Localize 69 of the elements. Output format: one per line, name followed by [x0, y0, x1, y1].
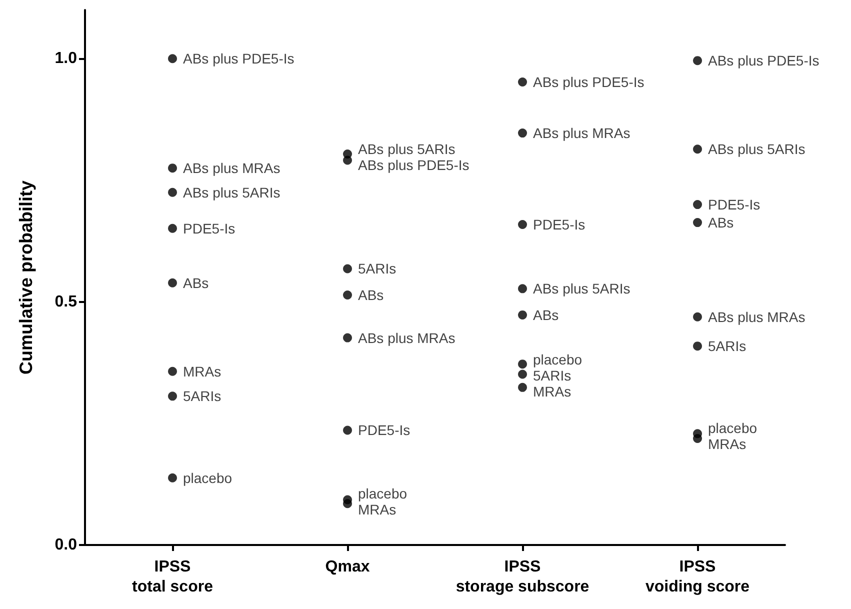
point — [518, 370, 527, 379]
point — [343, 290, 352, 300]
text: 5ARIs — [708, 338, 746, 354]
point — [168, 164, 177, 173]
text: 5ARIs — [533, 367, 572, 384]
text: ABs plus 5ARIs — [708, 141, 806, 158]
text: ABs plus MRAs — [708, 308, 806, 325]
point — [518, 77, 527, 86]
text: MRAs — [358, 502, 396, 518]
text: ABs plus PDE5-Is — [533, 74, 644, 90]
y-tick-label: 0.0 — [54, 536, 78, 554]
text: PDE5-Is — [533, 216, 586, 232]
series-label: ABs — [183, 274, 209, 291]
text: placebo — [533, 351, 582, 368]
point — [518, 310, 527, 320]
point — [518, 382, 527, 392]
text: 5ARIs — [358, 260, 396, 277]
point — [343, 149, 352, 158]
point — [693, 342, 702, 351]
series-label: PDE5-Is — [183, 220, 236, 236]
text: ABs plus 5ARIs — [533, 280, 630, 297]
text: placebo — [358, 486, 408, 502]
text: PDE5-Is — [358, 422, 410, 438]
series-label: MRAs — [183, 363, 222, 380]
point — [693, 200, 702, 210]
point — [168, 54, 177, 64]
point — [518, 284, 527, 294]
point — [343, 426, 352, 435]
text: MRAs — [708, 436, 746, 452]
series-label: ABs plus PDE5-Is — [183, 50, 294, 67]
text: ABs plus PDE5-Is — [358, 157, 470, 174]
point — [518, 128, 527, 138]
point — [343, 264, 352, 274]
point — [168, 392, 177, 401]
point — [343, 333, 352, 342]
text: PDE5-Is — [708, 196, 760, 213]
x-tick-label: IPSS voiding score — [645, 558, 750, 596]
text: MRAs — [533, 383, 572, 400]
text: ABs plus 5ARIs — [358, 141, 456, 158]
text: ABs plus PDE5-Is — [708, 52, 820, 69]
text: placebo — [708, 420, 758, 436]
point — [168, 224, 177, 233]
text: ABs — [358, 287, 384, 304]
point — [168, 188, 177, 197]
text: ABs — [533, 306, 559, 323]
point — [693, 144, 702, 154]
y-tick-label: 1.0 — [54, 50, 78, 68]
text: ABs plus MRAs — [533, 125, 630, 142]
series-label: placebo — [183, 470, 232, 486]
series-label: ABs plus MRAs — [183, 160, 280, 176]
series-label: ABs plus 5ARIs — [183, 184, 280, 200]
point — [693, 312, 702, 322]
point — [693, 218, 702, 228]
y-tick-label: 0.5 — [54, 293, 78, 310]
point — [168, 278, 177, 288]
text: ABs — [708, 214, 734, 231]
x-tick-label: IPSS storage subscore — [456, 558, 590, 596]
point — [343, 495, 352, 504]
series-label: 5ARIs — [183, 388, 222, 404]
x-tick-label: Qmax — [325, 558, 370, 576]
y-axis-title: Cumulative probability — [16, 180, 36, 375]
point — [693, 429, 702, 438]
point — [168, 473, 177, 482]
point — [168, 366, 177, 376]
point — [518, 360, 527, 369]
x-tick-label: IPSS total score — [132, 558, 214, 596]
text: ABs plus MRAs — [358, 330, 456, 346]
point — [693, 56, 702, 66]
point — [518, 220, 527, 229]
